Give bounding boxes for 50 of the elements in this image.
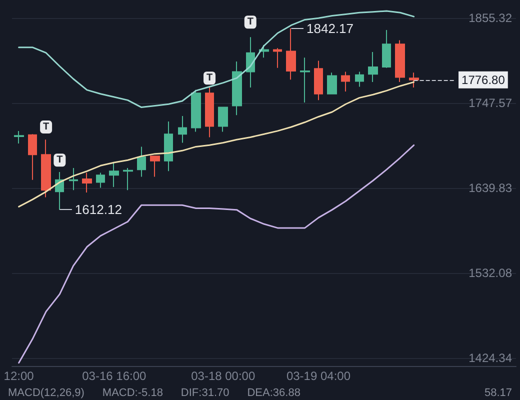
annotation: T xyxy=(56,154,63,166)
candlestick xyxy=(82,172,92,193)
candlestick xyxy=(395,40,405,83)
candlestick xyxy=(368,52,378,83)
x-tick-label: 03-18 00:00 xyxy=(191,369,256,383)
y-tick-label: 1855.32 xyxy=(468,10,512,25)
candlestick xyxy=(69,168,78,191)
candlestick xyxy=(164,120,173,172)
candlestick xyxy=(286,28,296,80)
candlestick xyxy=(178,115,187,144)
candlestick xyxy=(123,168,133,191)
candlestick xyxy=(191,89,201,132)
x-tick-label: 03-19 04:00 xyxy=(286,369,351,383)
text: DIF:31.70 xyxy=(180,387,230,399)
ref-line-label: 1776.80 xyxy=(462,72,506,87)
candlestick xyxy=(41,139,51,198)
x-tick-label: 12:00 xyxy=(4,369,34,383)
annotation: T xyxy=(247,16,254,28)
y-tick-label: 1424.34 xyxy=(468,350,512,365)
candlestick xyxy=(327,72,337,94)
candlestick xyxy=(355,71,364,88)
candlestick xyxy=(273,48,282,68)
line-series xyxy=(18,10,415,108)
candlestick xyxy=(232,61,242,116)
annotation: T xyxy=(206,72,213,84)
candlestick xyxy=(382,29,391,68)
candlestick xyxy=(109,162,119,188)
candlestick xyxy=(314,60,323,101)
candlestick xyxy=(300,57,310,104)
candlestick xyxy=(96,172,105,188)
candlestick xyxy=(14,130,24,144)
annotation: T xyxy=(43,121,50,132)
annotation: 1842.17 xyxy=(306,20,354,36)
y-tick-label: 1639.83 xyxy=(468,180,512,195)
candlestick xyxy=(218,106,228,132)
candlestick xyxy=(341,71,350,92)
candlestick xyxy=(409,72,419,88)
annotation: 1612.12 xyxy=(74,202,122,218)
y-tick-label: 1532.08 xyxy=(468,266,512,280)
y-tick-label: 1747.57 xyxy=(468,96,512,110)
candlestick xyxy=(205,86,214,138)
x-tick-label: 03-16 16:00 xyxy=(82,369,147,383)
candlestick xyxy=(150,156,160,178)
text: 58.17 xyxy=(484,387,512,399)
candlestick xyxy=(137,146,146,178)
text: MACD(12,26,9) xyxy=(8,387,84,399)
text: MACD:-5.18 xyxy=(102,387,163,399)
text: DEA:36.88 xyxy=(247,387,300,399)
candlestick xyxy=(28,134,37,180)
line-series xyxy=(18,144,415,364)
